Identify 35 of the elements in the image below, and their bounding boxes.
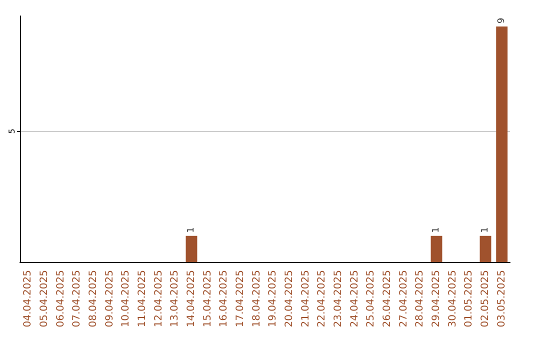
x-tick-label: 04.04.2025: [22, 270, 34, 328]
x-tick-label: 30.04.2025: [447, 270, 458, 328]
x-tick-label: 12.04.2025: [153, 270, 164, 328]
x-tick-label: 02.05.2025: [480, 270, 491, 328]
x-tick-label: 09.04.2025: [104, 270, 116, 328]
x-tick-label: 13.04.2025: [170, 270, 181, 328]
x-tick-label: 16.04.2025: [218, 270, 230, 328]
x-tick-label: 28.04.2025: [414, 270, 426, 328]
data-label: 9: [496, 17, 507, 24]
data-label: 1: [186, 227, 196, 233]
x-tick-label: 23.04.2025: [333, 270, 344, 328]
x-tick-label: 29.04.2025: [431, 270, 442, 328]
x-tick-label: 15.04.2025: [202, 270, 214, 328]
y-tick-label: 5: [8, 128, 16, 134]
x-tick-label: 11.04.2025: [137, 270, 148, 328]
x-tick-label: 24.04.2025: [349, 270, 360, 328]
x-tick-label: 07.04.2025: [72, 270, 83, 328]
x-tick-label: 20.04.2025: [284, 270, 295, 328]
x-tick-label: 06.04.2025: [55, 270, 66, 328]
x-tick-label: 10.04.2025: [120, 270, 132, 328]
x-tick-label: 14.04.2025: [186, 270, 197, 328]
data-label: 1: [432, 227, 442, 233]
x-tick-label: 25.04.2025: [366, 270, 377, 328]
x-tick-label: 18.04.2025: [251, 270, 262, 328]
x-tick-label: 27.04.2025: [398, 270, 410, 328]
x-tick-label: 08.04.2025: [88, 270, 99, 328]
x-tick-label: 22.04.2025: [316, 270, 328, 328]
x-tick-label: 03.05.2025: [496, 270, 508, 328]
x-tick-label: 26.04.2025: [382, 270, 393, 328]
x-tick-label: 21.04.2025: [300, 270, 312, 328]
x-tick-label: 05.04.2025: [39, 270, 50, 328]
data-label: 1: [480, 227, 490, 233]
x-tick-label: 17.04.2025: [235, 270, 246, 328]
x-tick-label: 19.04.2025: [268, 270, 279, 328]
x-tick-label: 01.05.2025: [464, 270, 475, 328]
